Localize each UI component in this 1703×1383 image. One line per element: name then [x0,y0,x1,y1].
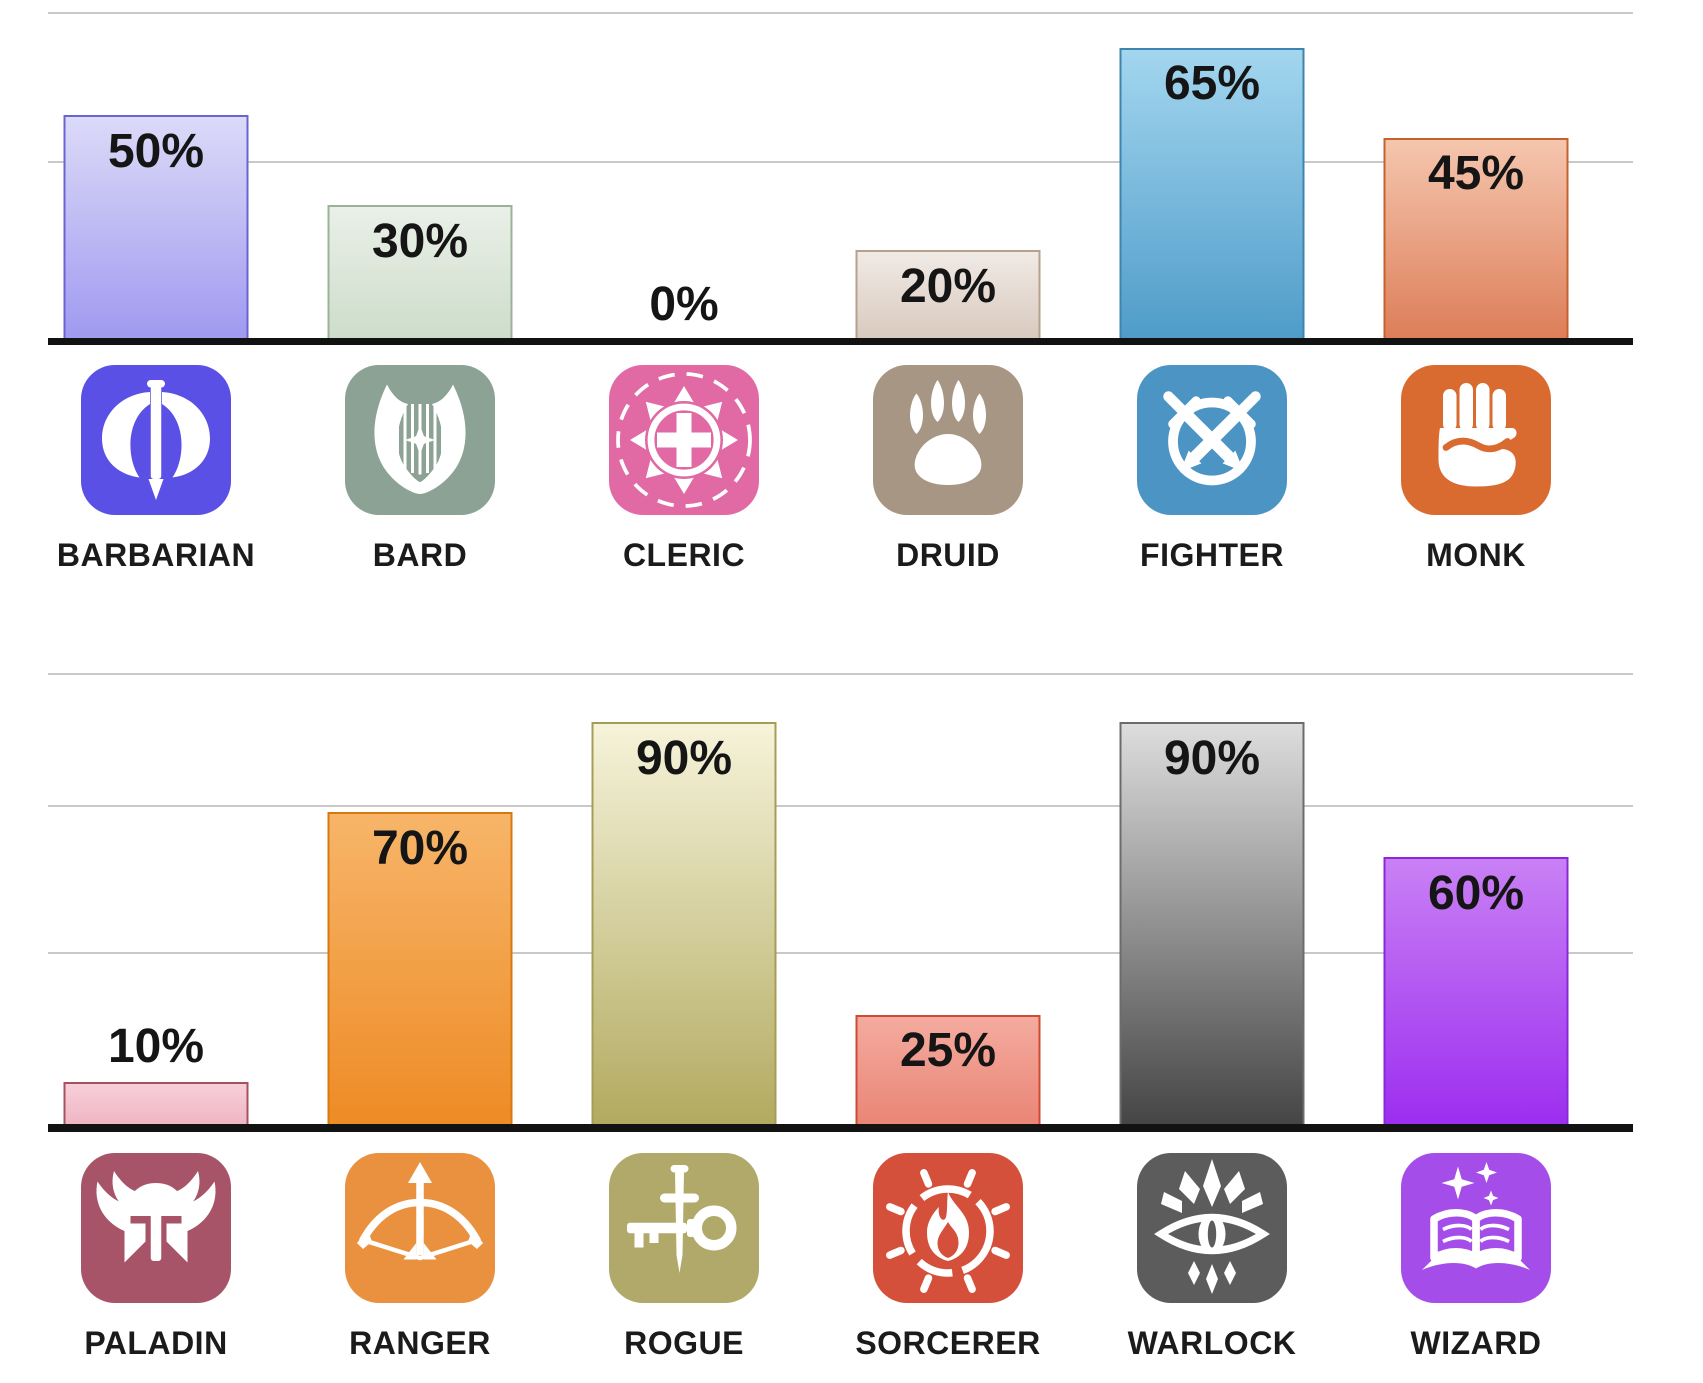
class-column: 65% [1080,0,1344,340]
bar-value-label: 30% [371,214,469,268]
class-column: 30% [288,0,552,340]
class-column: 90% [552,620,816,1127]
class-label: MONK [1426,537,1526,573]
bar-value-label: 60% [1427,866,1525,920]
class-column: 20% [816,0,1080,340]
class-column: 70% [288,620,552,1127]
winged-helmet-icon [81,1153,231,1303]
bar-row-bottom: 10% 70% 90% 25% 90% 60% [24,620,1608,1127]
holy-symbol-icon [609,365,759,515]
x-axis-line [48,338,1633,345]
class-label: WARLOCK [1127,1325,1297,1361]
plot-area-bottom: 10% 70% 90% 25% 90% 60% [0,620,1703,1132]
bar-paladin [63,1082,249,1127]
x-axis-line [48,1124,1633,1132]
bar-rogue [591,722,777,1127]
class-column: 10% [24,620,288,1127]
class-label: SORCERER [855,1325,1041,1361]
spellbook-icon [1401,1153,1551,1303]
bar-value-label: 70% [371,821,469,875]
bar-value-label: 90% [635,731,733,785]
bar-row-top: 50% 30% 0% 20% 65% 45% [24,0,1608,340]
battle-axe-icon [81,365,231,515]
gridline [48,161,1633,163]
class-cell-monk: MONK [1344,365,1608,620]
class-cell-druid: DRUID [816,365,1080,620]
bow-arrow-icon [345,1153,495,1303]
class-label: ROGUE [624,1325,744,1361]
gridline [48,952,1633,954]
class-column: 25% [816,620,1080,1127]
bar-ranger [327,812,513,1127]
icon-row-top: BARBARIAN BARD [0,345,1703,620]
class-column: 0% [552,0,816,340]
gridline [48,805,1633,807]
class-column: 45% [1344,0,1608,340]
bar-bard [327,205,513,340]
class-cell-fighter: FIGHTER [1080,365,1344,620]
class-label: CLERIC [622,537,746,573]
bar-wizard [1383,857,1569,1127]
class-cell-barbarian: BARBARIAN [24,365,288,620]
class-label: WIZARD [1410,1325,1542,1361]
class-cell-sorcerer: SORCERER [816,1153,1080,1362]
class-label: FIGHTER [1140,537,1284,573]
class-cell-wizard: WIZARD [1344,1153,1608,1362]
class-cell-rogue: ROGUE [552,1153,816,1362]
bar-sorcerer [855,1014,1041,1127]
bar-value-label: 50% [107,124,205,178]
icon-row-bottom: PALADIN RANGER [0,1132,1703,1362]
gridline [48,673,1633,675]
class-cell-cleric: CLERIC [552,365,816,620]
bar-warlock [1119,722,1305,1127]
bar-druid [855,250,1041,340]
paw-print-icon [873,365,1023,515]
fist-icon [1401,365,1551,515]
bar-value-label: 90% [1163,731,1261,785]
crossed-swords-icon [1137,365,1287,515]
bar-value-label: 65% [1163,57,1261,111]
bar-value-label: 25% [899,1024,997,1078]
class-label: DRUID [896,537,1000,573]
class-cell-ranger: RANGER [288,1153,552,1362]
class-column: 90% [1080,620,1344,1127]
flame-icon [873,1153,1023,1303]
class-cell-bard: BARD [288,365,552,620]
class-label: RANGER [349,1325,491,1361]
class-cell-warlock: WARLOCK [1080,1153,1344,1362]
class-label: BARD [372,537,468,573]
class-column: 50% [24,0,288,340]
gridline [48,12,1633,14]
class-column: 60% [1344,620,1608,1127]
lyre-icon [345,365,495,515]
class-cell-paladin: PALADIN [24,1153,288,1362]
bar-value-label: 45% [1427,147,1525,201]
bar-value-label: 10% [107,1019,205,1073]
bar-value-label: 20% [899,259,997,313]
plot-area-top: 50% 30% 0% 20% 65% 45% [0,0,1703,345]
class-label: PALADIN [84,1325,228,1361]
bar-value-label: 0% [649,277,719,331]
key-dagger-icon [609,1153,759,1303]
class-label: BARBARIAN [56,537,256,573]
eldritch-eye-icon [1137,1153,1287,1303]
